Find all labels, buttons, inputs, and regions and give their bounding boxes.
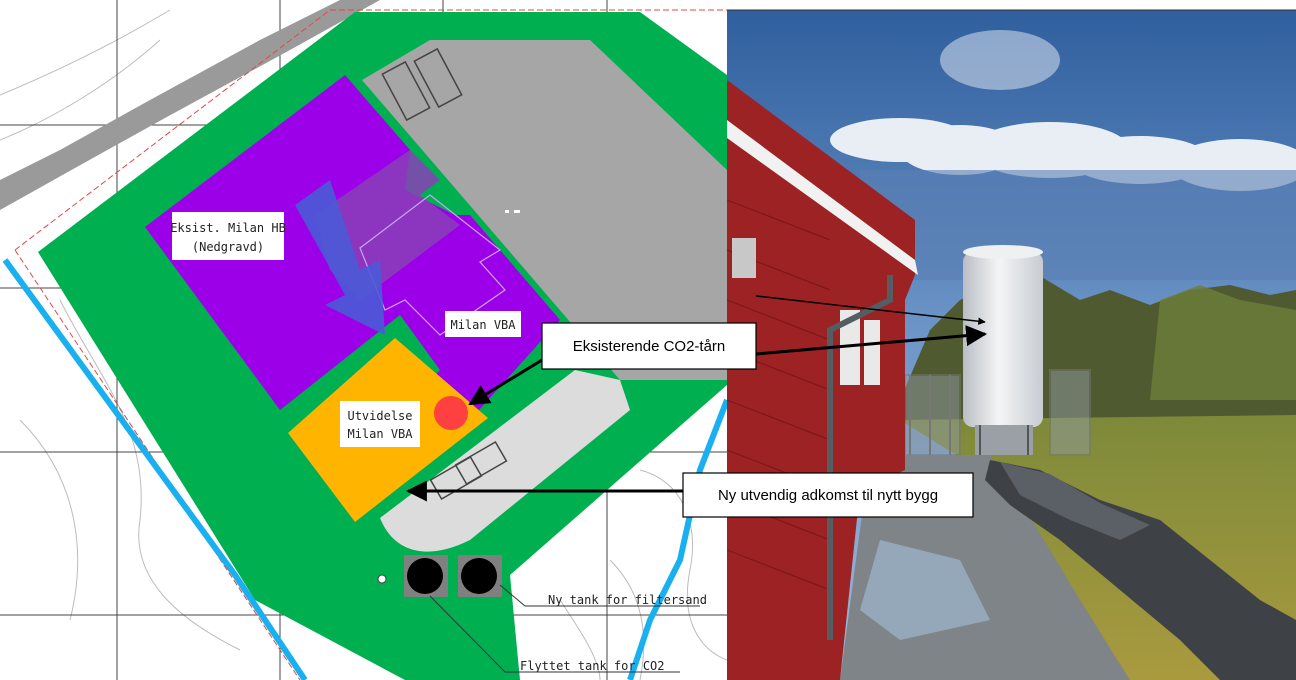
site-plan-map: Eksist. Milan HB (Nedgravd) Milan VBA Ut…	[0, 0, 727, 680]
co2-tower-marker	[434, 396, 468, 430]
red-building-roof	[727, 120, 918, 275]
label-new-tank: Ny tank for filtersand	[548, 593, 707, 607]
label-extension-line1: Utvidelse	[347, 409, 412, 423]
map-marker-small	[514, 210, 520, 213]
road	[0, 0, 380, 210]
label-extension: Utvidelse Milan VBA	[340, 401, 420, 447]
tank-leader-lines	[429, 584, 700, 673]
building-vent	[732, 238, 756, 278]
label-extension-line2: Milan VBA	[347, 427, 413, 441]
tank-connection	[377, 574, 387, 584]
co2-tower	[963, 245, 1043, 455]
building-window	[840, 310, 860, 385]
label-moved-tank: Flyttet tank for CO2	[520, 659, 665, 673]
building-window	[864, 320, 880, 385]
contour-lines	[0, 9, 727, 680]
callout-co2-tower: Eksisterende CO2-tårn	[468, 295, 988, 406]
paved-area	[362, 40, 727, 380]
cloud-bank-shadow	[860, 170, 1296, 280]
puddle	[860, 540, 990, 640]
site-photo	[727, 10, 1296, 680]
tank-moved-co2	[404, 555, 448, 597]
tree-line-highlight	[1150, 285, 1296, 400]
direction-arrow	[295, 180, 385, 335]
fence	[904, 369, 1091, 456]
callout-new-access: Ny utvendig adkomst til nytt bygg	[405, 472, 974, 518]
paved-driveway	[380, 370, 630, 552]
map-marker-small	[505, 210, 509, 213]
label-existing-building-line1: Eksist. Milan HB	[170, 221, 286, 235]
water-line	[2, 258, 308, 680]
callout-co2-tower-text: Eksisterende CO2-tårn	[573, 338, 726, 355]
label-vba-building-text: Milan VBA	[450, 318, 516, 332]
stone-wall-highlight	[1000, 462, 1150, 540]
label-existing-building: Eksist. Milan HB (Nedgravd)	[170, 212, 286, 260]
label-existing-building-line2: (Nedgravd)	[192, 240, 264, 254]
water-line-east	[627, 398, 727, 680]
building-outline	[359, 194, 506, 336]
label-vba-building: Milan VBA	[445, 311, 521, 337]
callout-new-access-text: Ny utvendig adkomst til nytt bygg	[718, 487, 938, 504]
tank-new-filter-sand	[458, 555, 502, 597]
